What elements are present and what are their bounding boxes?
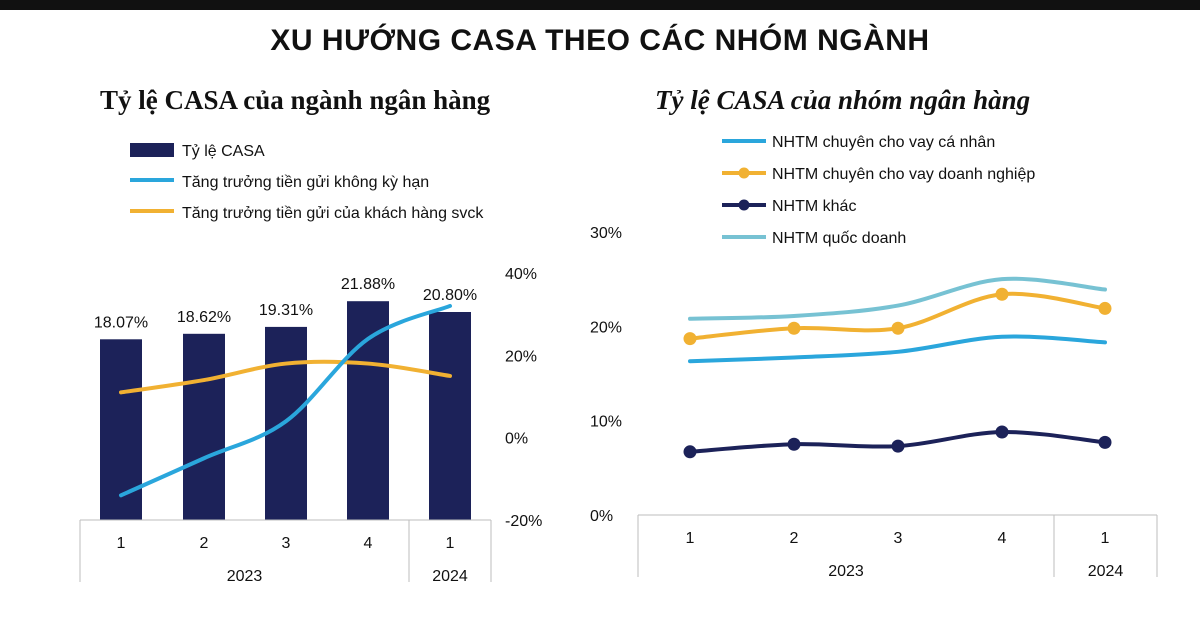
series-point (683, 445, 697, 459)
right-group-label: 2023 (828, 563, 864, 580)
left-chart-title: Tỷ lệ CASA của ngành ngân hàng (100, 85, 491, 115)
right-x-tick-label: 4 (998, 530, 1007, 547)
right-x-tick-label: 2 (790, 530, 799, 547)
casa-bar-data-label: 19.31% (259, 302, 313, 319)
right-x-tick-label: 1 (1101, 530, 1110, 547)
right-chart-title: Tỷ lệ CASA của nhóm ngân hàng (655, 85, 1031, 115)
y-tick-label: 10% (590, 414, 622, 431)
page-title: XU HƯỚNG CASA THEO CÁC NHÓM NGÀNH (270, 24, 930, 57)
legend-label: NHTM khác (772, 198, 856, 215)
legend-label: Tỷ lệ CASA (182, 143, 265, 160)
secondary-y-tick-label: 40% (505, 266, 537, 283)
legend-label: NHTM chuyên cho vay doanh nghiệp (772, 166, 1035, 183)
secondary-y-tick-label: 20% (505, 348, 537, 365)
series-point (1098, 301, 1112, 315)
series-point (683, 332, 697, 346)
left-x-tick-label: 4 (364, 535, 373, 552)
series-point (995, 287, 1009, 301)
legend-marker (738, 167, 750, 179)
demand-deposit-growth-line (119, 303, 452, 498)
series-point (995, 425, 1009, 439)
legend-marker (738, 199, 750, 211)
secondary-y-tick-label: 0% (505, 431, 528, 448)
casa-bar (429, 312, 471, 520)
casa-bar (183, 333, 225, 520)
left-x-tick-label: 2 (200, 535, 209, 552)
left-x-tick-label: 1 (446, 535, 455, 552)
casa-bar-data-label: 18.62% (177, 309, 231, 326)
customer-deposit-growth-line (119, 359, 452, 395)
series-point (787, 321, 801, 335)
series-point (891, 321, 905, 335)
legend-label: NHTM chuyên cho vay cá nhân (772, 134, 995, 151)
y-tick-label: 30% (590, 225, 622, 242)
casa-bar-data-label: 18.07% (94, 314, 148, 331)
left-group-label: 2024 (432, 568, 468, 585)
right-group-label: 2024 (1088, 563, 1124, 580)
left-x-tick-label: 1 (117, 535, 126, 552)
series-line (688, 334, 1107, 364)
right-x-tick-label: 1 (686, 530, 695, 547)
series-point (891, 439, 905, 453)
left-group-label: 2023 (227, 568, 263, 585)
legend-label: Tăng trưởng tiền gửi của khách hàng svck (182, 205, 484, 222)
legend-swatch-casa (130, 143, 174, 157)
series-point (1098, 435, 1112, 449)
legend-label: Tăng trưởng tiền gửi không kỳ hạn (182, 174, 429, 191)
casa-bar-data-label: 21.88% (341, 276, 395, 293)
secondary-y-tick-label: -20% (505, 513, 542, 530)
series-point (787, 437, 801, 451)
top-rule (0, 0, 1200, 10)
series-line (688, 276, 1107, 321)
y-tick-label: 0% (590, 508, 613, 525)
left-x-tick-label: 3 (282, 535, 291, 552)
y-tick-label: 20% (590, 319, 622, 336)
legend-label: NHTM quốc doanh (772, 230, 906, 247)
casa-bar-data-label: 20.80% (423, 287, 477, 304)
right-x-tick-label: 3 (894, 530, 903, 547)
